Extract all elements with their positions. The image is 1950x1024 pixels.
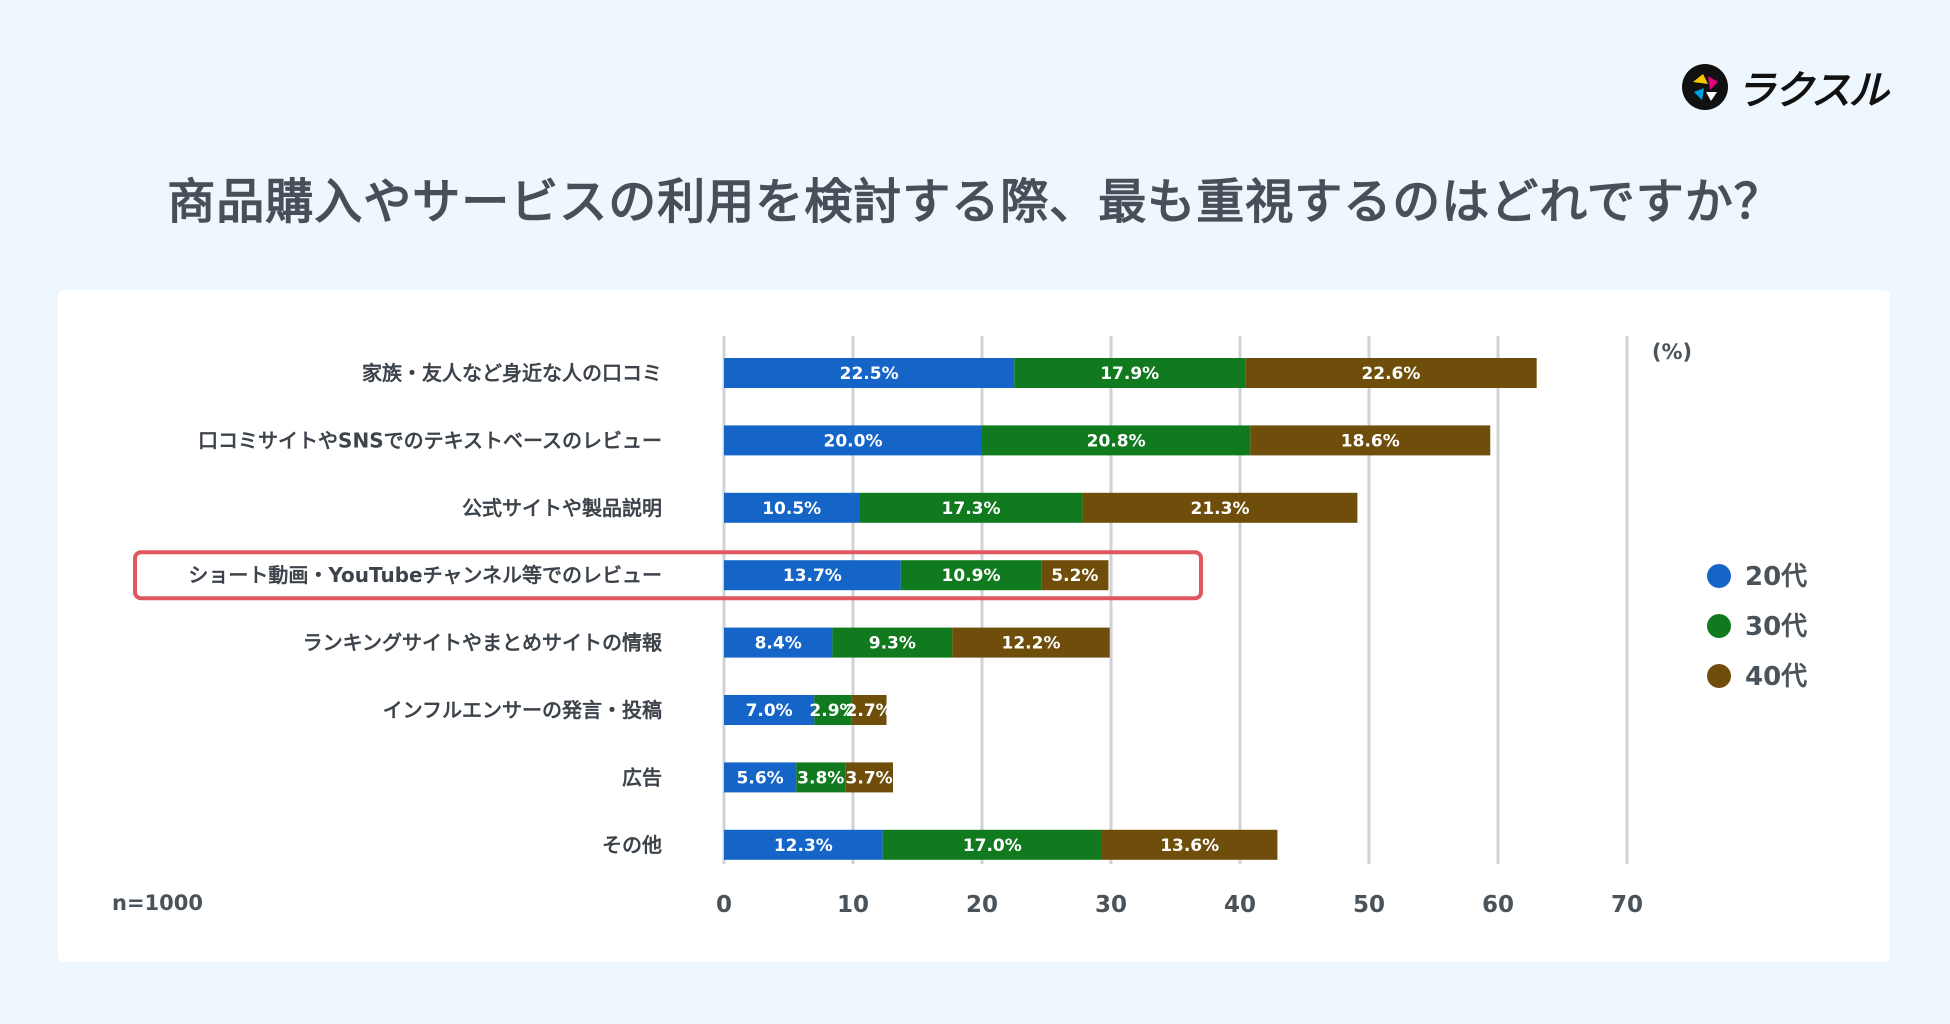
legend-label-3: 40代 [1745, 662, 1807, 692]
bar-value-label: 12.2% [1002, 634, 1061, 654]
bar-value-label: 7.0% [746, 701, 793, 721]
bar-value-label: 10.9% [942, 566, 1001, 586]
bar-value-label: 20.8% [1087, 431, 1146, 451]
bar-segment-3 [1250, 425, 1491, 456]
bar-value-label: 2.7% [846, 701, 893, 721]
bar-value-label: 18.6% [1341, 431, 1400, 451]
x-tick-label-70: 70 [1611, 892, 1643, 918]
category-label: 広告 [622, 765, 662, 789]
bar-segment-2 [859, 492, 1083, 523]
brand-logo: ラクスル [1682, 58, 1889, 116]
bar-segment-3 [851, 695, 887, 725]
bar-segment-2 [900, 560, 1042, 591]
category-label: ランキングサイトやまとめサイトの情報 [303, 631, 663, 655]
x-tick-label-40: 40 [1224, 892, 1256, 918]
bar-value-label: 3.8% [797, 768, 844, 788]
legend-label-2: 30代 [1745, 612, 1807, 642]
unit-label: (%) [1652, 340, 1692, 364]
legend-marker-3 [1707, 664, 1731, 688]
sample-size-note: n=1000 [112, 891, 203, 915]
bar-segment-2 [814, 695, 852, 725]
bar-segment-3 [1082, 492, 1358, 523]
x-tick-label-50: 50 [1353, 892, 1385, 918]
brand-mark-icon [1682, 64, 1728, 110]
bar-segment-1 [724, 560, 901, 591]
bar-segment-1 [724, 627, 833, 658]
bar-value-label: 13.6% [1160, 836, 1219, 856]
bar-segment-1 [724, 695, 815, 725]
legend-marker-1 [1707, 564, 1731, 588]
bar-segment-2 [832, 627, 953, 658]
bar-value-label: 10.5% [762, 499, 821, 519]
bar-value-label: 20.0% [824, 431, 883, 451]
x-tick-label-60: 60 [1482, 892, 1514, 918]
category-label: ショート動画・YouTubeチャンネル等でのレビュー [188, 563, 662, 587]
bar-value-label: 21.3% [1191, 499, 1250, 519]
category-label: 公式サイトや製品説明 [462, 496, 662, 520]
bar-segment-3 [845, 762, 893, 793]
bar-value-label: 13.7% [783, 566, 842, 586]
x-tick-label-20: 20 [966, 892, 998, 918]
bar-segment-2 [882, 829, 1102, 860]
bar-value-label: 5.2% [1051, 566, 1098, 586]
bar-segment-2 [796, 762, 846, 793]
bar-value-label: 2.9% [809, 701, 856, 721]
highlight-box [133, 550, 1203, 601]
category-label: その他 [602, 833, 662, 857]
bar-value-label: 12.3% [774, 836, 833, 856]
x-tick-label-0: 0 [716, 892, 732, 918]
bar-segment-3 [1041, 560, 1109, 591]
bar-segment-3 [1245, 358, 1537, 388]
x-tick-label-30: 30 [1095, 892, 1127, 918]
bar-value-label: 22.6% [1361, 364, 1420, 384]
brand-name: ラクスル [1736, 68, 1889, 114]
stacked-bar-chart: 0 10 20 30 40 50 60 70 (%) n=1000 家族・友人など身近な人の口コミ 2… [112, 336, 1807, 918]
legend-marker-2 [1707, 614, 1731, 638]
bar-segment-1 [724, 829, 883, 860]
category-label: 口コミサイトやSNSでのテキストベースのレビュー [198, 428, 662, 452]
bar-segment-2 [982, 425, 1251, 456]
bar-segment-1 [724, 425, 982, 456]
bar-value-label: 3.7% [846, 768, 893, 788]
chart-panel: 0 10 20 30 40 50 60 70 (%) n=1000 家族・友人など身近な人の口コミ 2… [58, 290, 1890, 962]
bar-value-label: 5.6% [737, 768, 784, 788]
bar-value-label: 8.4% [755, 634, 802, 654]
bar-value-label: 17.3% [942, 499, 1001, 519]
category-label: インフルエンサーの発言・投稿 [383, 698, 662, 722]
bar-segment-1 [724, 358, 1015, 388]
bar-segment-3 [952, 627, 1110, 658]
bar-value-label: 22.5% [840, 364, 899, 384]
bar-value-label: 17.0% [963, 836, 1022, 856]
bar-value-label: 9.3% [869, 634, 916, 654]
bar-value-label: 17.9% [1100, 364, 1159, 384]
category-label: 家族・友人など身近な人の口コミ [362, 361, 662, 385]
bar-segment-2 [1014, 358, 1246, 388]
bar-segment-3 [1101, 829, 1278, 860]
bar-segment-1 [724, 762, 797, 793]
page-title: 商品購入やサービスの利用を検討する際、最も重視するのはどれですか？ [167, 174, 1783, 230]
x-tick-label-10: 10 [837, 892, 869, 918]
bar-segment-1 [724, 492, 860, 523]
legend-label-1: 20代 [1745, 562, 1807, 592]
